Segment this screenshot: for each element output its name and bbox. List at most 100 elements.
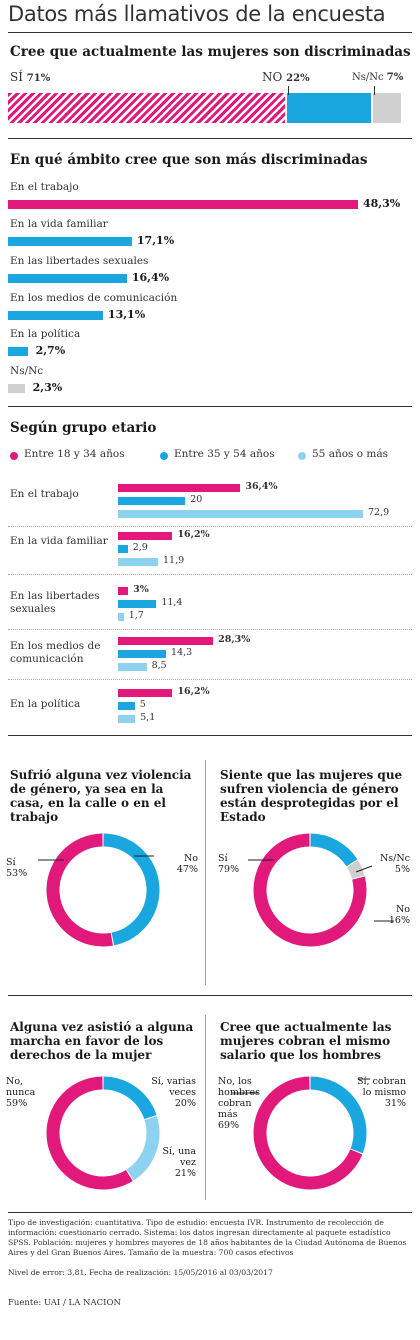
donut4-title: Cree que actualmente las mujeres cobran …: [220, 1020, 392, 1062]
donut3-title: Alguna vez asistió a alguna marcha en fa…: [10, 1020, 194, 1062]
ambito-label: Ns/Nc: [10, 365, 44, 377]
age-bar: [118, 558, 158, 566]
ambito-bar: [8, 200, 358, 209]
donut-slice: [346, 860, 365, 879]
age-bar: [118, 650, 167, 658]
donut-slice: [310, 833, 358, 867]
section2-title: En qué ámbito cree que son más discrimin…: [10, 152, 368, 168]
panel-divider-2: [205, 1015, 206, 1200]
age-bar-value: 5,1: [140, 712, 156, 723]
ambito-bar: [8, 311, 103, 320]
donut3-label-no: No, nunca 59%: [6, 1076, 36, 1109]
tick-nsnc: [374, 86, 375, 95]
age-bar-value: 20: [190, 494, 203, 505]
legend-dot-18-34: [10, 452, 18, 460]
donut-4: [253, 1076, 367, 1190]
ambito-label: En los medios de comunicación: [10, 292, 178, 304]
age-bar-value: 2,9: [132, 542, 148, 553]
donut-2: [253, 833, 367, 947]
donut1-title: Sufrió alguna vez violencia de género, y…: [10, 768, 192, 824]
ambito-bar: [8, 347, 28, 356]
age-group-divider: [8, 574, 412, 575]
ambito-value: 13,1%: [107, 308, 146, 321]
donut2-title: Siente que las mujeres que sufren violen…: [220, 768, 403, 824]
age-group-label: En la vida familiar: [10, 535, 108, 547]
donut-slice: [46, 1076, 133, 1190]
ambito-value: 48,3%: [363, 197, 401, 210]
age-bar: [118, 613, 124, 621]
age-bar: [118, 600, 157, 608]
ambito-value: 17,1%: [136, 234, 175, 247]
nsnc-label: Ns/Nc 7%: [352, 72, 404, 83]
age-bar-value: 36,4%: [245, 481, 278, 492]
section3-title: Según grupo etario: [10, 420, 157, 436]
yes-label: SÍ 71%: [10, 70, 51, 84]
donut1-label-yes: Sí 53%: [6, 857, 28, 879]
ambito-label: En la política: [10, 328, 81, 340]
ambito-value: 2,7%: [35, 344, 66, 357]
section3-rule: [8, 735, 412, 736]
donut2-label-nsnc: Ns/Nc 5%: [379, 853, 410, 875]
age-group-label: En la política: [10, 698, 81, 710]
donut2-label-yes: Sí 79%: [218, 853, 240, 875]
title-rule: [8, 32, 412, 33]
donut-row-rule: [8, 995, 412, 996]
age-bar: [118, 689, 173, 697]
age-bar-value: 3%: [133, 584, 149, 595]
age-bar: [118, 715, 136, 723]
donut-slice: [46, 833, 113, 947]
age-bar: [118, 587, 129, 595]
legend-35-54: Entre 35 y 54 años: [174, 448, 275, 460]
age-bar-value: 1,7: [128, 610, 144, 621]
donut2-label-no: No 16%: [388, 904, 410, 926]
section1-rule: [8, 138, 412, 139]
no-label: NO 22%: [262, 70, 310, 84]
stacked-bar-nsnc: [373, 93, 401, 123]
age-bar: [118, 663, 147, 671]
stacked-bar: [8, 93, 401, 123]
ambito-bar: [8, 384, 25, 393]
age-group-label: En el trabajo: [10, 488, 79, 500]
age-bar: [118, 484, 241, 492]
age-bar-value: 14,3: [171, 647, 193, 658]
legend-dot-55: [298, 452, 306, 460]
page-title: Datos más llamativos de la encuesta: [8, 2, 386, 26]
stacked-bar-yes: [8, 93, 286, 123]
panel-divider-1: [205, 760, 206, 985]
age-bar: [118, 510, 363, 518]
age-bar-value: 16,2%: [177, 529, 210, 540]
footer-rule: [8, 1212, 412, 1213]
donut-slice: [253, 1076, 363, 1190]
donut4-label-yes: Sí, cobran lo mismo 31%: [356, 1076, 406, 1109]
donut-1: [46, 833, 160, 947]
stacked-bar-no: [287, 93, 372, 123]
age-group-divider: [8, 679, 412, 680]
ambito-value: 16,4%: [131, 271, 170, 284]
donut1-label-no: No 47%: [176, 853, 198, 875]
ambito-bar: [8, 274, 127, 283]
footer-error: Nivel de error: 3,81. Fecha de realizaci…: [8, 1268, 273, 1277]
donut4-label-no: No, los hombres cobran más 69%: [218, 1076, 260, 1131]
donut-slice: [253, 833, 367, 947]
donut-slice: [103, 833, 160, 946]
ambito-bar: [8, 237, 132, 246]
section1-title: Cree que actualmente las mujeres son dis…: [10, 44, 411, 60]
donut3-label-several: Sí, varias veces 20%: [151, 1076, 196, 1109]
age-bar-value: 5: [139, 699, 146, 710]
age-bar: [118, 497, 186, 505]
age-bar-value: 11,4: [161, 597, 183, 608]
age-bar: [118, 702, 135, 710]
age-group-divider: [8, 629, 412, 630]
age-bar: [118, 545, 128, 553]
legend-18-34: Entre 18 y 34 años: [24, 448, 125, 460]
age-bar-value: 72,9: [368, 507, 390, 518]
age-group-divider: [8, 526, 412, 527]
age-group-label: En las libertades sexuales: [10, 590, 100, 615]
ambito-label: En el trabajo: [10, 181, 79, 193]
legend-dot-35-54: [160, 452, 168, 460]
footer-source: Fuente: UAI / LA NACION: [8, 1298, 121, 1308]
legend-55: 55 años o más: [312, 448, 389, 460]
age-bar-value: 28,3%: [218, 634, 251, 645]
age-group-label: En los medios de comunicación: [10, 640, 101, 665]
tick-no: [288, 86, 289, 95]
